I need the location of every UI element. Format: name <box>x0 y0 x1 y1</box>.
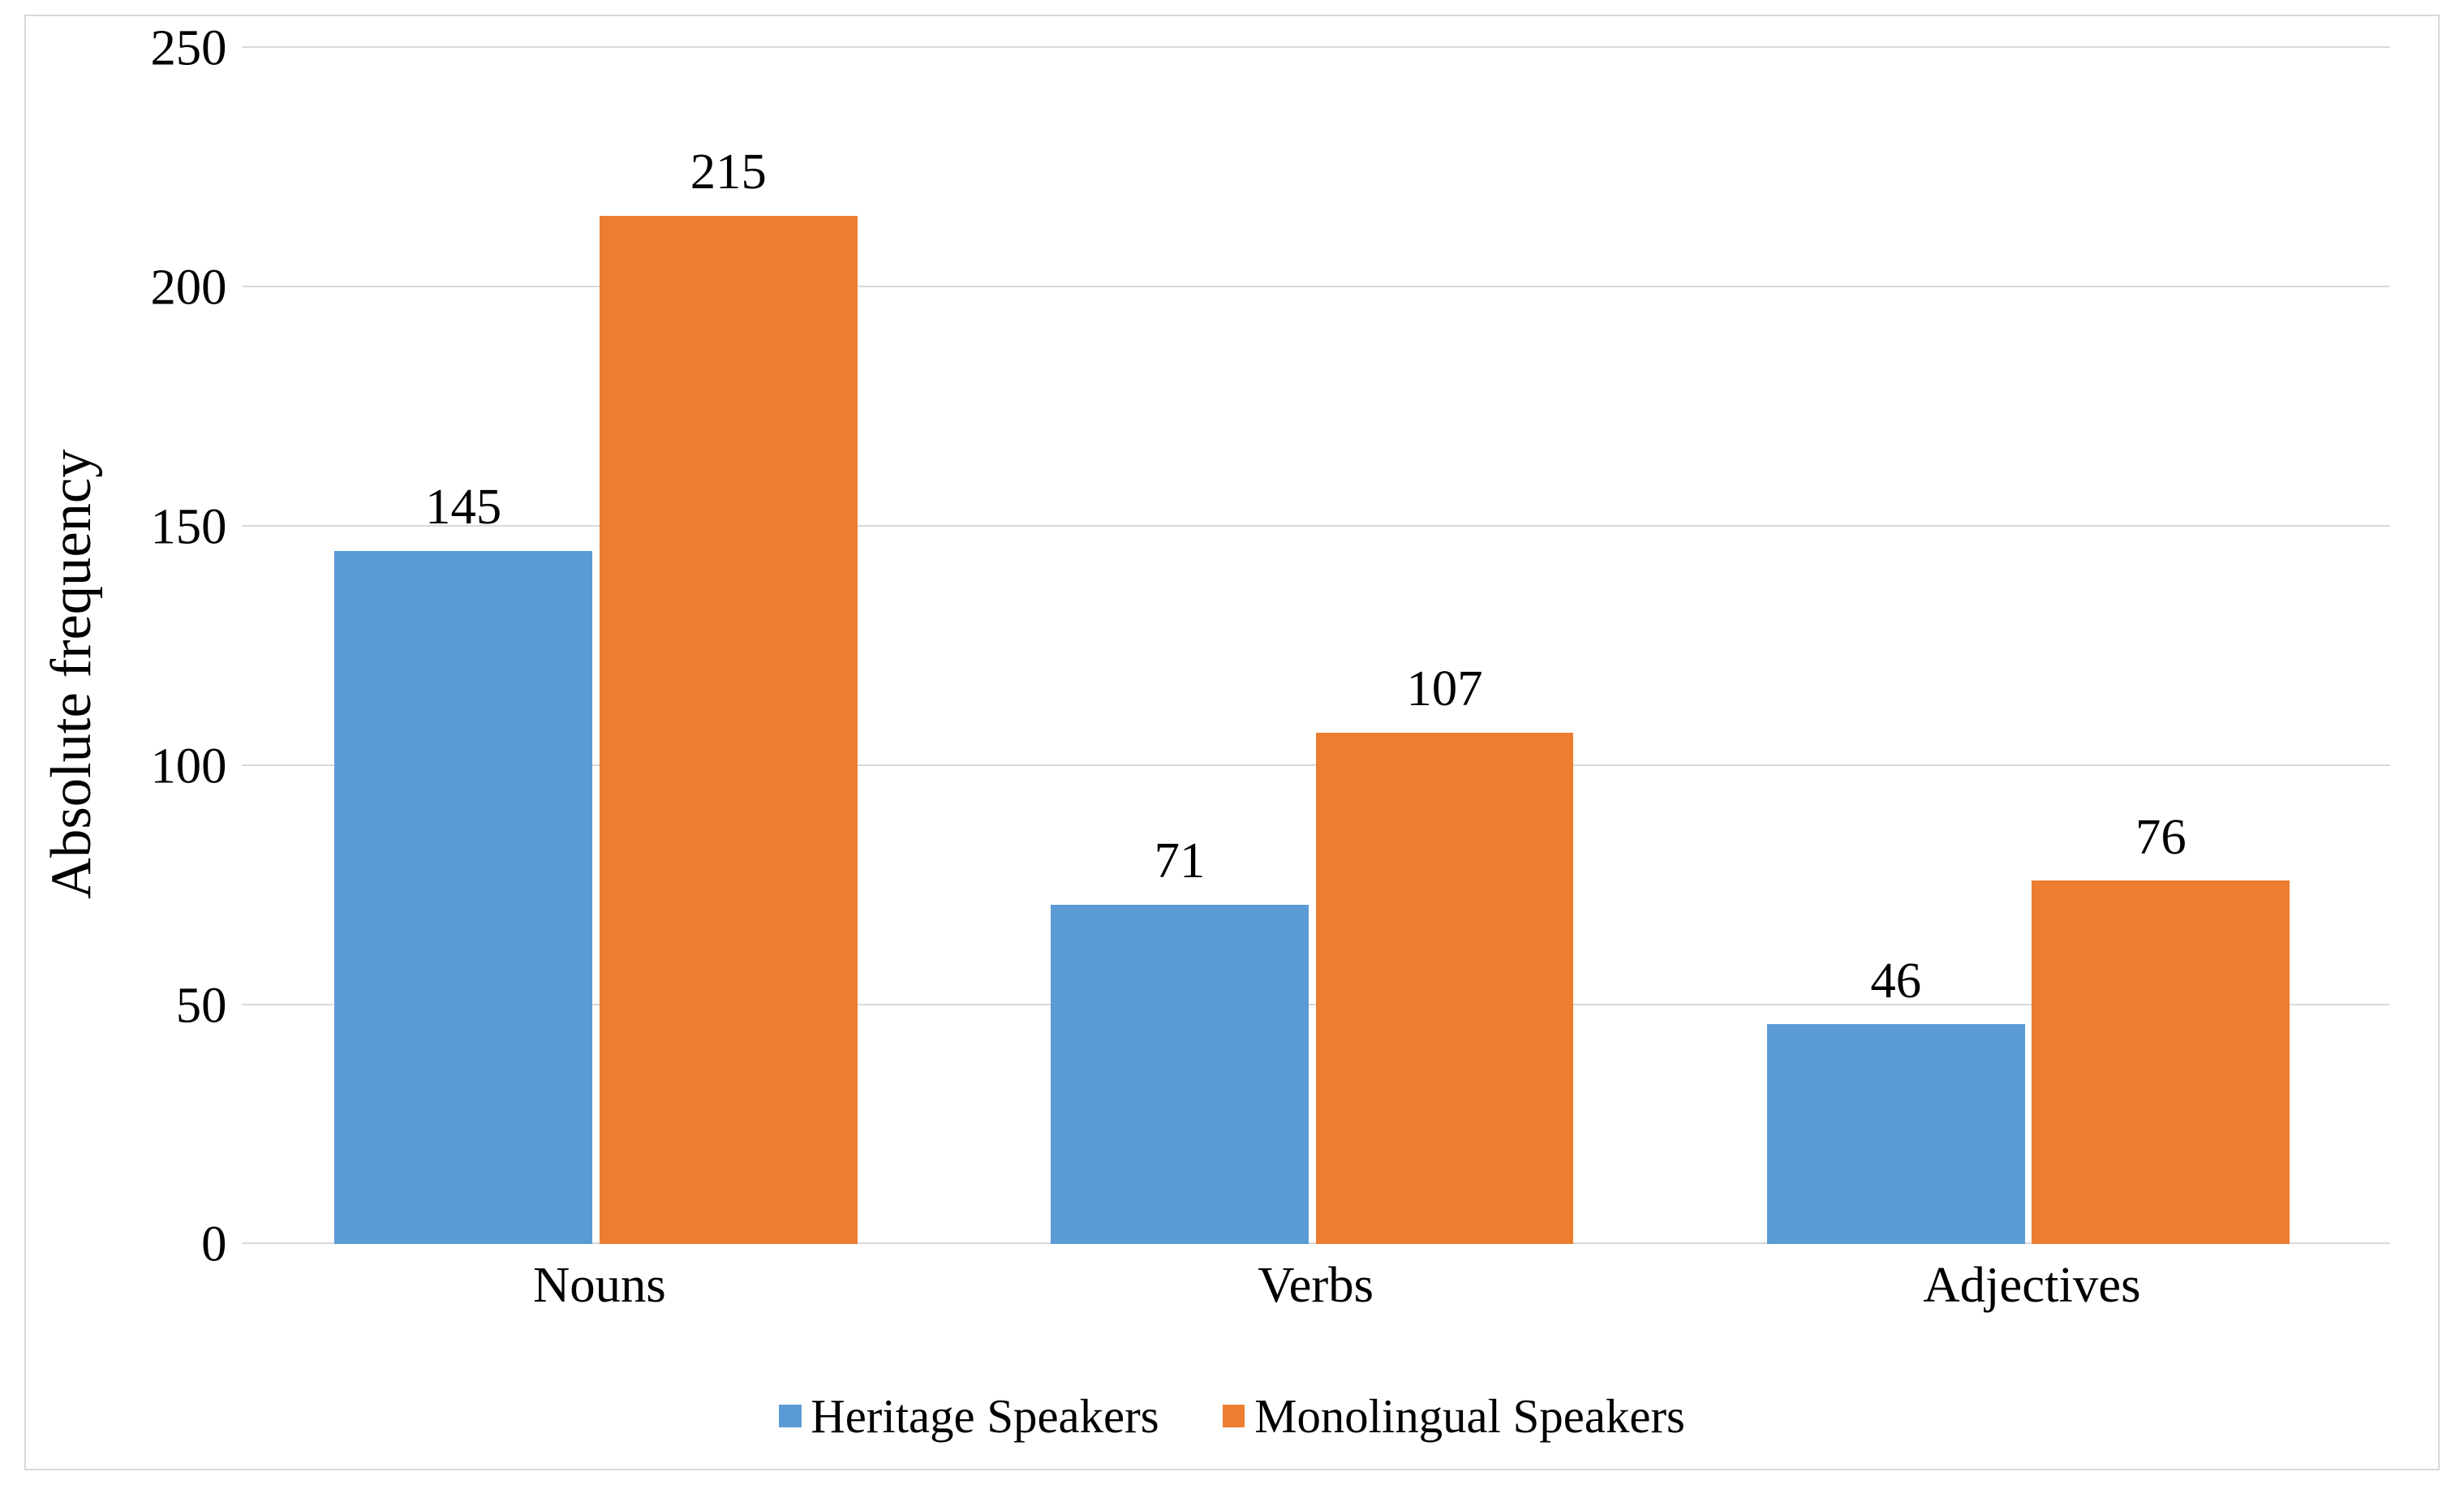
category-label: Verbs <box>957 1244 1674 1332</box>
bar <box>2032 880 2290 1244</box>
chart-body: Absolute frequency 0 50 100 150 200 250 145 215 7… <box>26 16 2437 1332</box>
plot-area: 050100150200250145215711074676 <box>242 48 2390 1244</box>
y-tick-label: 100 <box>150 736 241 795</box>
legend-label: Monolingual Speakers <box>1254 1389 1685 1444</box>
bar <box>1316 733 1574 1245</box>
legend-item: Monolingual Speakers <box>1223 1389 1685 1444</box>
bar-value-label: 71 <box>1155 831 1206 890</box>
bar-group: 71 107 <box>957 48 1674 1244</box>
legend-swatch <box>779 1405 801 1427</box>
legend-item: Heritage Speakers <box>779 1389 1159 1444</box>
bar <box>1051 905 1309 1245</box>
category-label: Adjectives <box>1674 1244 2390 1332</box>
bar-group: 46 76 <box>1674 48 2390 1244</box>
bar-chart: Absolute frequency 0 50 100 150 200 250 145 215 7… <box>24 15 2439 1470</box>
bar-value-label: 107 <box>1407 659 1483 718</box>
category-label: Nouns <box>242 1244 958 1332</box>
category-labels: NounsVerbsAdjectives <box>242 1244 2390 1332</box>
legend-swatch <box>1223 1405 1245 1427</box>
y-tick-label: 200 <box>150 258 241 317</box>
bar-value-label: 76 <box>2135 807 2187 867</box>
y-tick-label: 50 <box>176 975 242 1035</box>
bar <box>334 551 592 1245</box>
bar-value-label: 215 <box>690 142 767 201</box>
bar <box>1767 1024 2025 1244</box>
y-tick-label: 0 <box>201 1215 241 1274</box>
bar-value-label: 145 <box>425 477 501 536</box>
bar-value-label: 46 <box>1870 951 1921 1010</box>
y-tick-label: 150 <box>150 497 241 557</box>
y-axis-title: Absolute frequency <box>26 16 120 1332</box>
legend: Heritage Speakers Monolingual Speakers <box>26 1332 2437 1469</box>
bar <box>600 216 858 1245</box>
legend-label: Heritage Speakers <box>811 1389 1159 1444</box>
bar-group: 145 215 <box>242 48 958 1244</box>
plot-wrap: 0 50 100 150 200 250 145 215 71 107 46 76 NounsVerbs… <box>121 16 2438 1332</box>
y-tick-label: 250 <box>150 19 241 78</box>
